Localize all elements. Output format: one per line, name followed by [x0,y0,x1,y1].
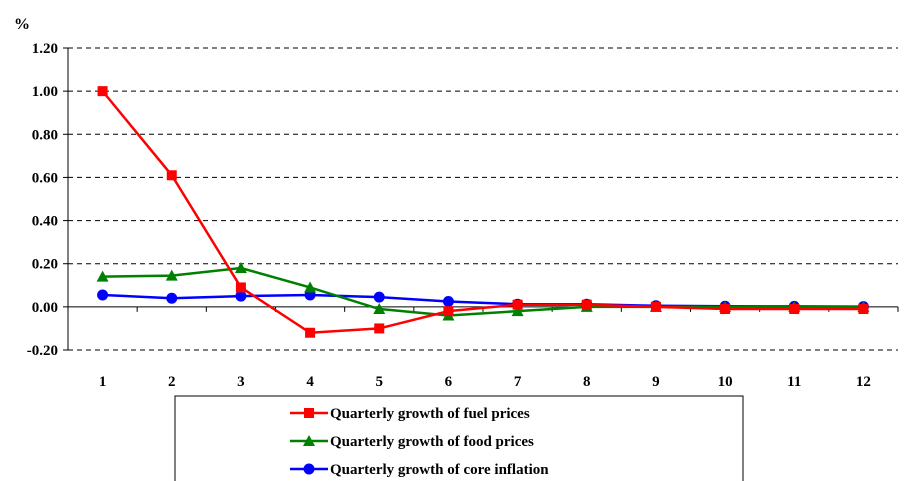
data-point [304,281,317,293]
data-point [858,304,869,315]
y-tick-label: 0.60 [32,170,58,186]
x-tick-label: 8 [583,374,591,390]
data-point [442,295,454,307]
gridlines [68,47,898,351]
y-tick-label: 0.80 [32,127,58,143]
legend-marker [303,463,315,475]
series-group [96,86,870,338]
axes [63,47,899,351]
data-point [305,327,316,338]
y-tick-label: 1.20 [32,41,58,57]
y-tick-label: 0.40 [32,214,58,230]
x-tick-label: 5 [376,374,384,390]
series-line [102,293,864,308]
data-point [720,304,731,315]
y-tick-label: 0.00 [32,300,58,316]
x-tick-label: 10 [718,374,733,390]
data-point [789,304,800,315]
legend-label: Quarterly growth of food prices [330,434,534,450]
data-point [581,299,592,310]
y-tick-label: 0.20 [32,257,58,273]
data-point [165,269,178,281]
y-tick-label: -0.20 [27,343,58,359]
y-tick-labels: 1.20 1.00 0.80 0.60 0.40 0.20 0.00 -0.20 [27,41,58,359]
x-tick-label: 1 [99,374,107,390]
x-tick-label: 7 [514,374,522,390]
legend-box [174,395,744,481]
data-point [166,170,177,181]
x-tick-label: 6 [445,374,453,390]
data-point [650,301,661,312]
x-tick-label: 2 [168,374,176,390]
data-point [97,289,109,301]
data-point [235,290,247,302]
data-point [373,303,386,315]
data-point [234,262,247,274]
data-point [96,270,109,282]
data-point [443,306,454,317]
data-point [166,292,178,304]
data-point [511,305,524,317]
legend-label: Quarterly growth of fuel prices [330,406,530,422]
x-tick-label: 12 [856,374,871,390]
data-point [97,86,108,97]
x-tick-label: 11 [787,374,801,390]
legend-label: Quarterly growth of core inflation [330,462,549,478]
data-point [373,291,385,303]
legend-marker [303,435,315,446]
y-axis-unit-label: % [14,16,30,33]
x-tick-label: 3 [237,374,245,390]
data-point [235,282,246,293]
data-point [374,323,385,334]
legend: Quarterly growth of fuel prices Quarterly… [174,395,744,481]
series-line [101,90,864,335]
x-tick-labels: 1 2 3 4 5 6 7 8 9 10 11 12 [99,374,871,390]
legend-marker [304,408,314,418]
y-tick-label: 1.00 [32,84,58,100]
x-tick-label: 9 [652,374,660,390]
x-tick-label: 4 [306,374,314,390]
data-point [512,299,523,310]
